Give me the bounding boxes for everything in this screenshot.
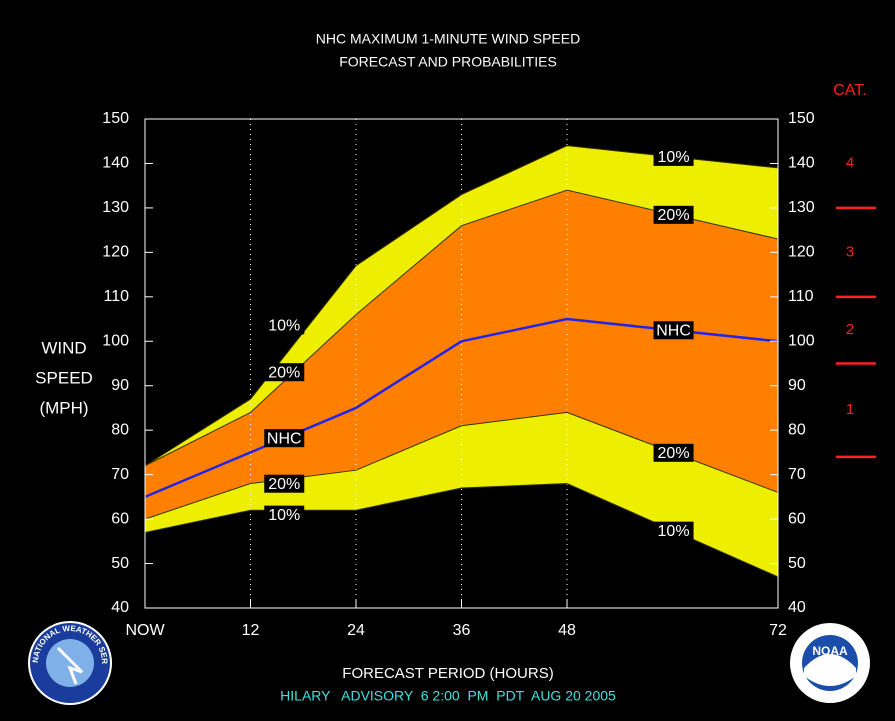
series-label-box (653, 521, 694, 540)
logo-center (46, 639, 94, 687)
category-title: CAT. (833, 82, 866, 99)
series-label-box (264, 316, 305, 335)
y-tick-label: 60 (788, 510, 806, 527)
y-tick-label: 90 (788, 377, 806, 394)
band-edge (144, 189, 779, 467)
logo-bird (804, 654, 856, 686)
series-label: NHC (267, 430, 302, 447)
y-tick-label: 110 (788, 288, 814, 305)
y-tick-label: 70 (111, 466, 129, 483)
category-label: 2 (846, 321, 854, 338)
series-label-box (264, 429, 305, 448)
y-tick-label: 80 (111, 421, 129, 438)
category-label: 3 (846, 243, 854, 260)
x-label: FORECAST PERIOD (HOURS) (342, 665, 553, 682)
chart-subtitle: FORECAST AND PROBABILITIES (339, 54, 557, 70)
series-label: 20% (658, 207, 690, 224)
band-edge (144, 411, 779, 520)
band-edge (144, 145, 779, 467)
y-tick-label: 40 (111, 599, 129, 616)
noaa-logo: NOAA (790, 623, 870, 703)
y-tick-label: 130 (788, 199, 815, 216)
category-label: 1 (846, 401, 854, 418)
x-tick-label: 72 (769, 622, 787, 639)
x-tick-label: 12 (242, 622, 260, 639)
series-label: 10% (658, 149, 690, 166)
series-label: 20% (658, 445, 690, 462)
series-label-box (653, 147, 694, 166)
y-tick-label: 50 (788, 555, 806, 572)
series-label-box (264, 505, 305, 524)
y-tick-label: 100 (102, 332, 129, 349)
y-tick-label: 50 (111, 555, 129, 572)
series-label-box (653, 321, 694, 340)
series-label-box (653, 443, 694, 462)
series-label: 10% (268, 317, 300, 334)
category-label: 4 (846, 154, 854, 171)
y-tick-label: 40 (788, 599, 806, 616)
band-edge (144, 483, 779, 578)
y-tick-label: 80 (788, 421, 806, 438)
y-tick-label: 120 (788, 244, 815, 261)
y-tick-label: 130 (102, 199, 129, 216)
series-label: 10% (268, 507, 300, 524)
logo-text: NOAA (812, 644, 848, 658)
series-label-box (264, 474, 305, 493)
y-tick-label: 70 (788, 466, 806, 483)
y-tick-label: 150 (102, 110, 129, 127)
footer: HILARY ADVISORY 6 2:00 PM PDT AUG 20 200… (280, 688, 616, 704)
y-label: WIND (41, 338, 86, 357)
y-tick-label: 90 (111, 377, 129, 394)
y-tick-label: 150 (788, 110, 815, 127)
series-label: 20% (268, 476, 300, 493)
x-tick-label: 36 (453, 622, 471, 639)
forecast-line (144, 317, 779, 499)
series-label: NHC (656, 322, 691, 339)
y-tick-label: 110 (103, 288, 129, 305)
y-label: SPEED (35, 368, 93, 387)
x-tick-label: NOW (125, 622, 165, 639)
series-label: 20% (268, 364, 300, 381)
y-tick-label: 120 (102, 244, 129, 261)
y-tick-label: 60 (111, 510, 129, 527)
y-tick-label: 100 (788, 332, 815, 349)
series-label-box (653, 205, 694, 224)
x-tick-label: 48 (558, 622, 576, 639)
y-tick-label: 140 (102, 155, 129, 172)
y-tick-label: 140 (788, 155, 815, 172)
series-label-box (264, 363, 305, 382)
chart-title: NHC MAXIMUM 1-MINUTE WIND SPEED (316, 31, 580, 47)
series-label: 10% (658, 523, 690, 540)
x-tick-label: 24 (347, 622, 365, 639)
y-label: (MPH) (39, 398, 88, 417)
logo-bolt (56, 646, 84, 685)
